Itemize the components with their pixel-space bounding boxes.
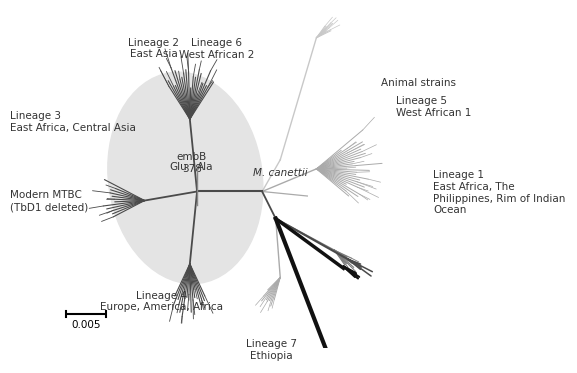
Text: Lineage 3
East Africa, Central Asia: Lineage 3 East Africa, Central Asia: [10, 111, 136, 133]
Text: Lineage 1
East Africa, The
Philippines, Rim of Indian
Ocean: Lineage 1 East Africa, The Philippines, …: [433, 170, 565, 215]
Text: Glu: Glu: [169, 163, 187, 172]
Text: Lineage 2
East Asia: Lineage 2 East Asia: [128, 38, 179, 59]
Text: M. canettii: M. canettii: [253, 167, 308, 178]
Text: Modern MTBC
(TbD1 deleted): Modern MTBC (TbD1 deleted): [10, 190, 89, 212]
Text: Lineage 7
Ethiopia: Lineage 7 Ethiopia: [246, 339, 297, 361]
Text: Animal strains: Animal strains: [381, 78, 456, 88]
Text: 0.005: 0.005: [72, 320, 101, 330]
Ellipse shape: [108, 72, 263, 283]
Text: Lineage 5
West African 1: Lineage 5 West African 1: [396, 96, 472, 117]
Text: Lineage 6
West African 2: Lineage 6 West African 2: [179, 38, 254, 60]
Text: embB
378: embB 378: [177, 152, 207, 174]
Text: Lineage 4
Europe, America, Africa: Lineage 4 Europe, America, Africa: [100, 291, 223, 313]
Text: Ala: Ala: [197, 163, 213, 172]
